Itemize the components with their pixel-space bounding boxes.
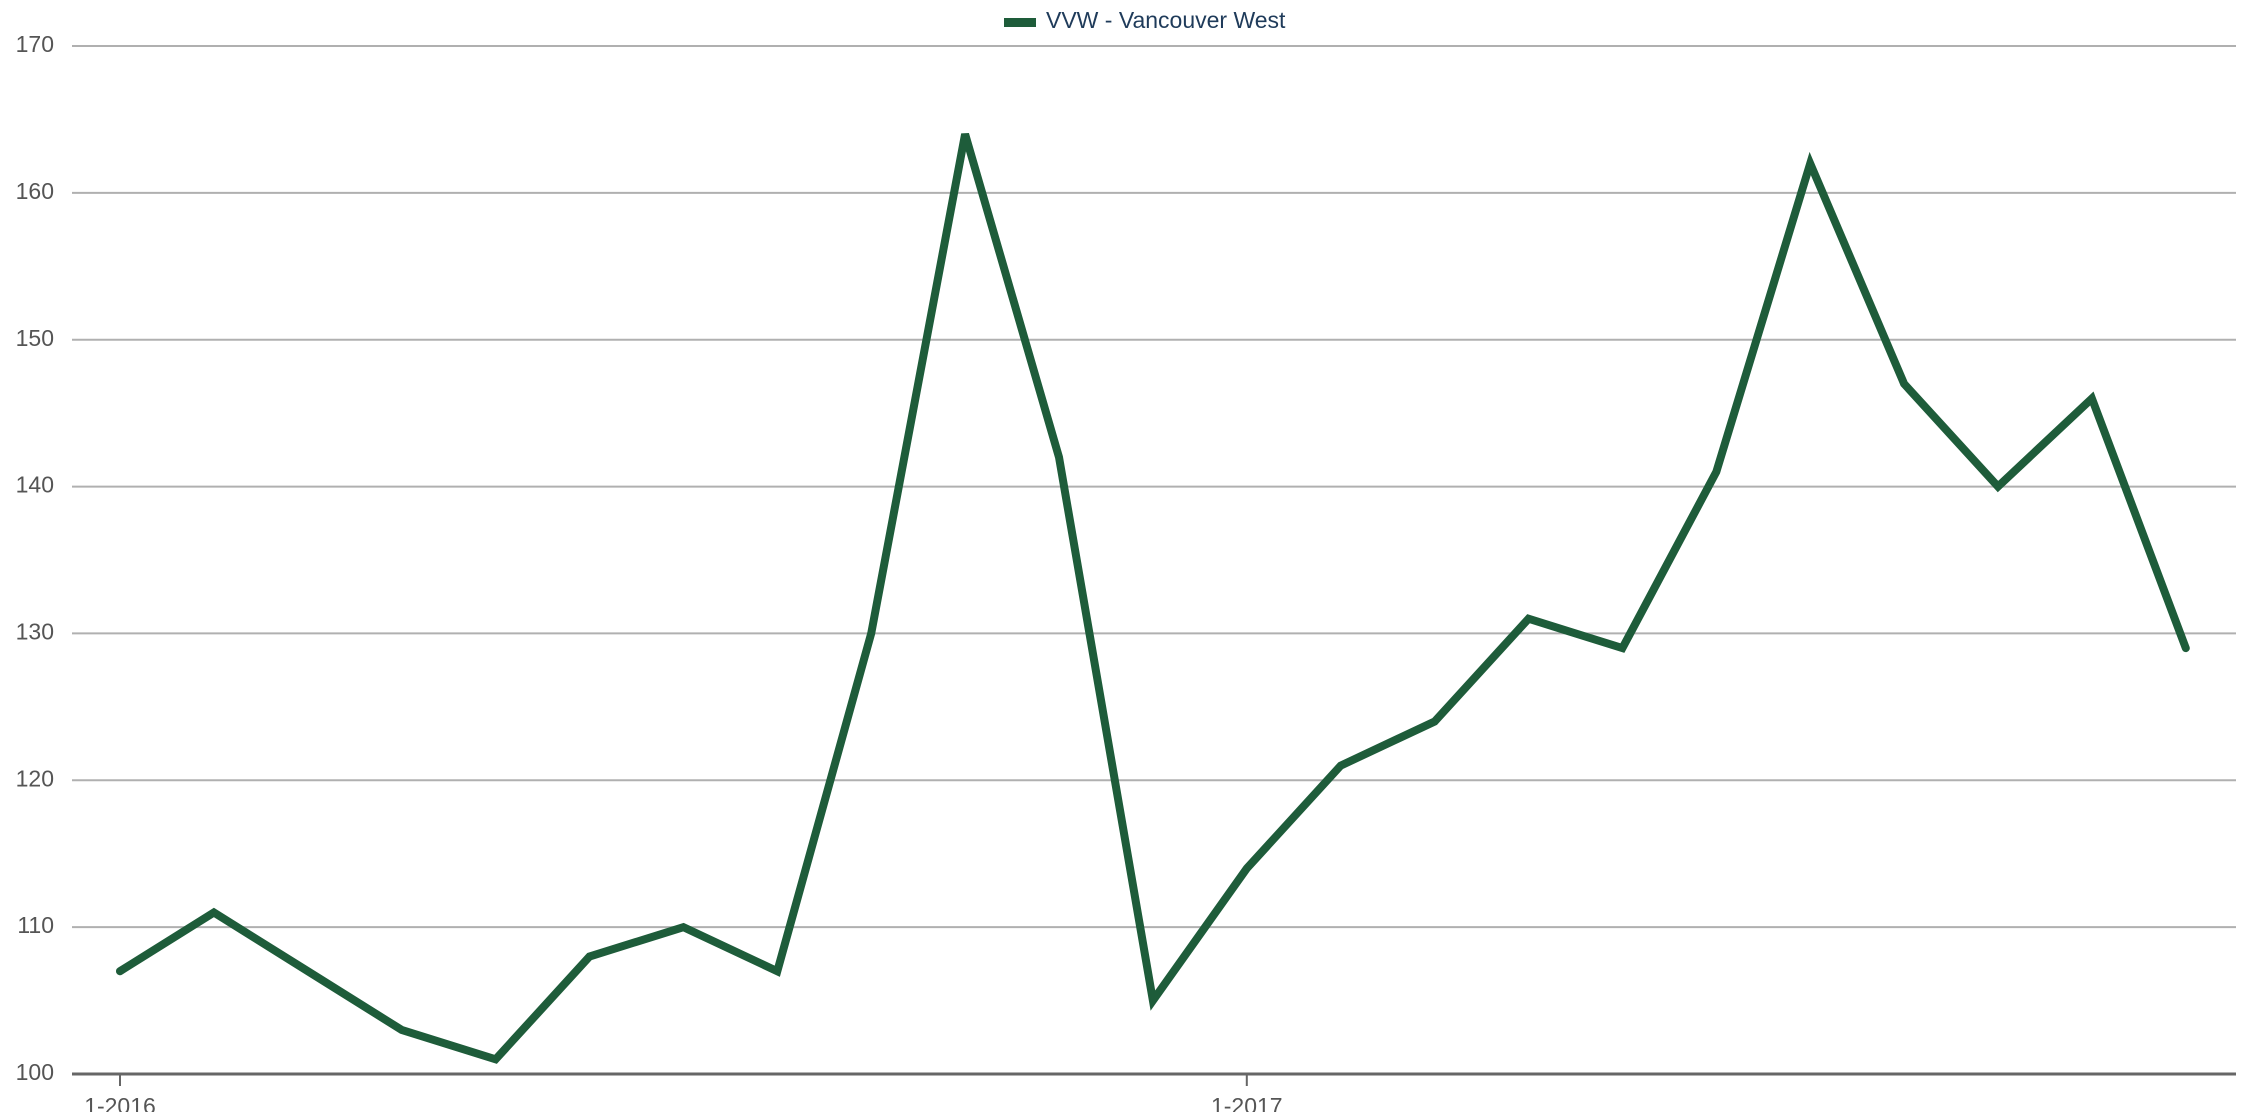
- y-tick-label: 100: [16, 1059, 54, 1085]
- y-tick-label: 120: [16, 765, 54, 791]
- y-tick-label: 130: [16, 619, 54, 645]
- legend-label: VVW - Vancouver West: [1046, 7, 1286, 33]
- y-tick-label: 170: [16, 31, 54, 57]
- y-tick-label: 110: [17, 912, 54, 938]
- data-line: [116, 132, 2190, 1064]
- x-tick-label: 1-2016: [84, 1093, 156, 1112]
- x-tick-label: 1-2017: [1211, 1093, 1283, 1112]
- legend-swatch: [1004, 18, 1036, 27]
- y-tick-label: 140: [16, 472, 54, 498]
- y-tick-label: 150: [16, 325, 54, 351]
- y-tick-label: 160: [16, 178, 54, 204]
